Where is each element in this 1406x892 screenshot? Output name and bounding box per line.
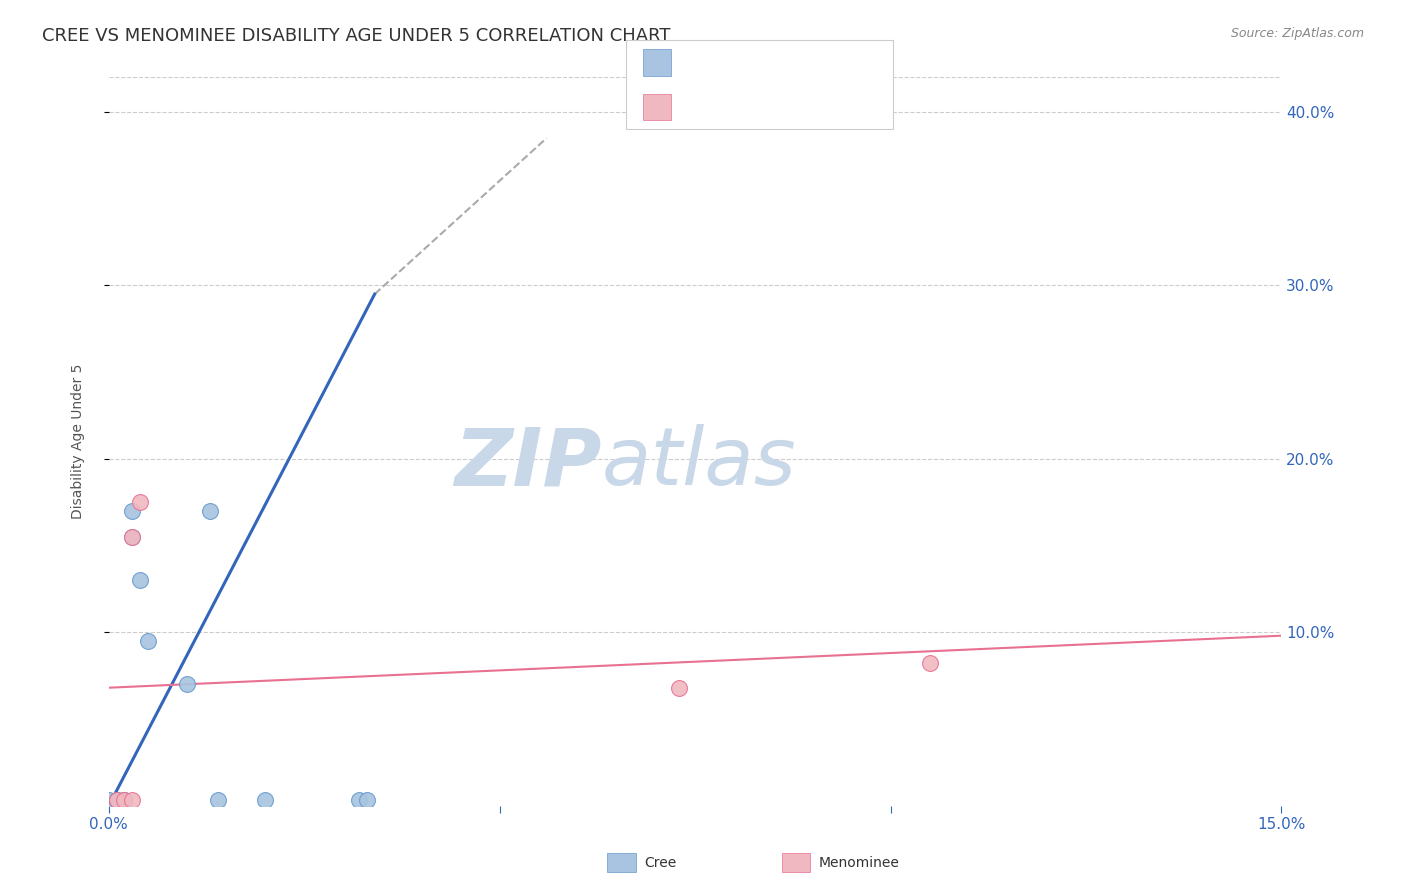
- Point: [121, 530, 143, 544]
- Point: [668, 681, 690, 695]
- Point: [200, 504, 222, 518]
- Point: [105, 793, 128, 807]
- Point: [136, 633, 159, 648]
- Text: N = 15: N = 15: [797, 55, 855, 70]
- Point: [356, 793, 378, 807]
- Point: [129, 495, 152, 509]
- Point: [114, 793, 136, 807]
- Point: [114, 793, 136, 807]
- Text: ZIP: ZIP: [454, 425, 602, 502]
- Y-axis label: Disability Age Under 5: Disability Age Under 5: [72, 364, 86, 519]
- Text: atlas: atlas: [602, 425, 796, 502]
- Text: R =  0.162: R = 0.162: [682, 100, 763, 114]
- Text: N =  7: N = 7: [797, 100, 849, 114]
- Point: [254, 793, 277, 807]
- Point: [918, 657, 941, 671]
- Point: [105, 793, 128, 807]
- Point: [121, 504, 143, 518]
- Point: [105, 793, 128, 807]
- Point: [207, 793, 229, 807]
- Text: Source: ZipAtlas.com: Source: ZipAtlas.com: [1230, 27, 1364, 40]
- Point: [129, 573, 152, 587]
- Point: [121, 530, 143, 544]
- Point: [347, 793, 370, 807]
- Point: [97, 793, 120, 807]
- Text: Cree: Cree: [644, 855, 676, 870]
- Text: CREE VS MENOMINEE DISABILITY AGE UNDER 5 CORRELATION CHART: CREE VS MENOMINEE DISABILITY AGE UNDER 5…: [42, 27, 671, 45]
- Point: [114, 793, 136, 807]
- Text: R = 0.648: R = 0.648: [682, 55, 758, 70]
- Text: Menominee: Menominee: [818, 855, 900, 870]
- Point: [121, 793, 143, 807]
- Point: [176, 677, 198, 691]
